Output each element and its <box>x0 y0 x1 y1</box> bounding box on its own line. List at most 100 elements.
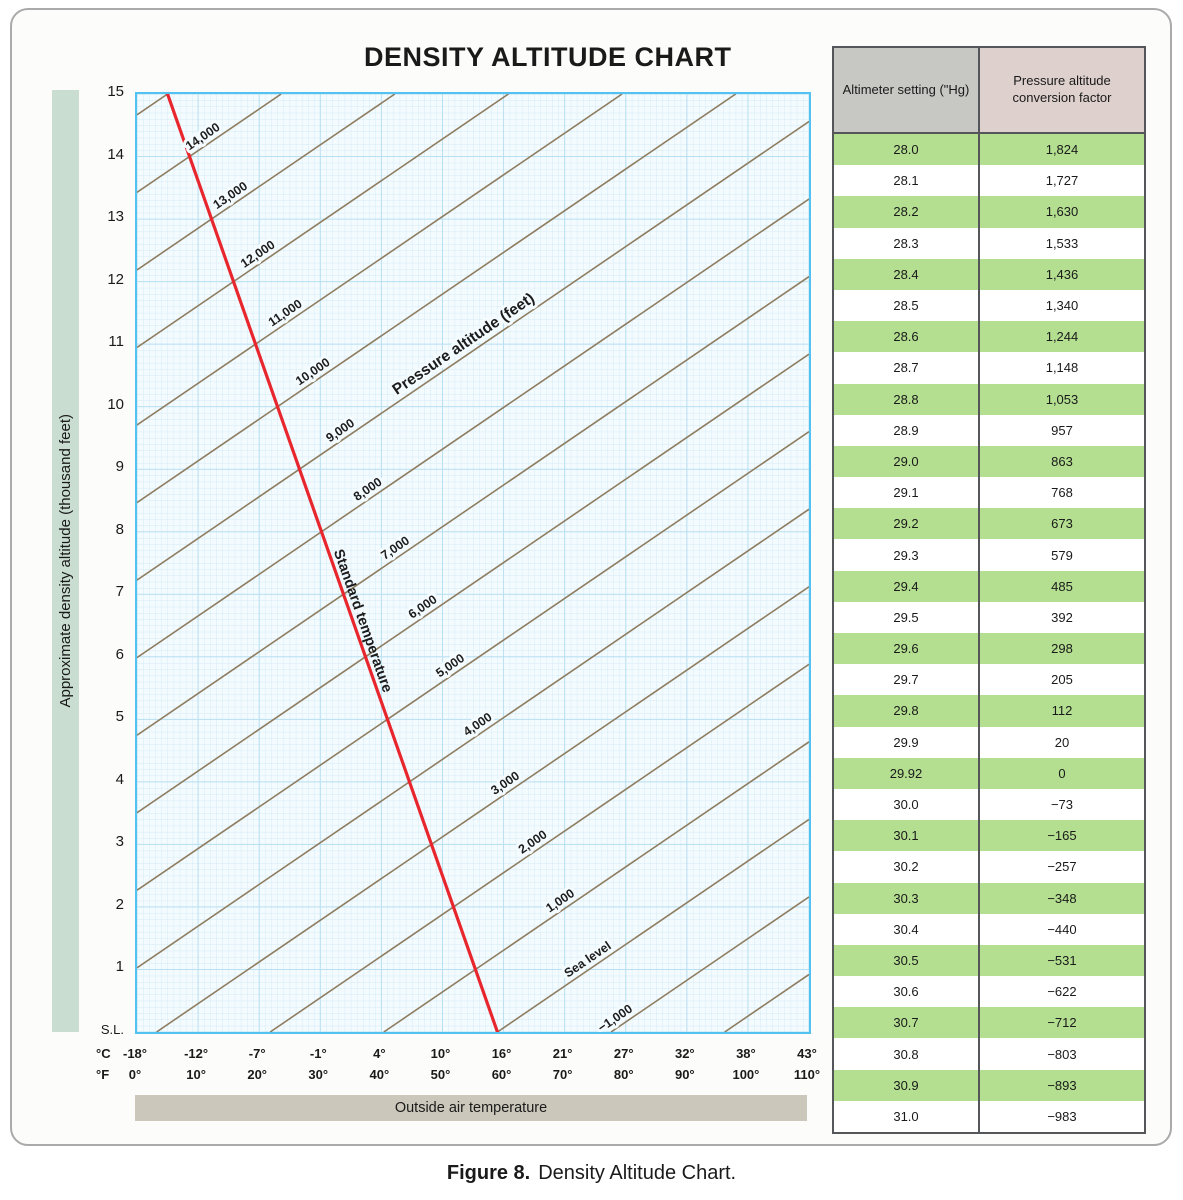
x-tick-label-fahrenheit: 110° <box>793 1067 821 1082</box>
altimeter-setting-value: 28.9 <box>834 414 980 446</box>
x-tick-label-fahrenheit: 10° <box>186 1067 206 1082</box>
altimeter-setting-value: 29.7 <box>834 664 980 696</box>
table-row: 30.5 −531 <box>834 944 1144 977</box>
x-tick-label-celsius: -7° <box>248 1046 266 1061</box>
altimeter-setting-value: 30.4 <box>834 913 980 945</box>
table-row: 28.5 1,340 <box>834 289 1144 322</box>
conversion-factor-value: 1,053 <box>1045 391 1079 407</box>
pressure-altitude-lines <box>137 94 809 1032</box>
conversion-factor-value: −712 <box>1047 1015 1077 1031</box>
x-tick-label-celsius: 27° <box>613 1046 634 1061</box>
conversion-factor-value: 579 <box>1051 547 1073 563</box>
x-tick-label-celsius: 38° <box>736 1046 756 1061</box>
y-tick-label: 3 <box>115 833 124 851</box>
table-row: 28.9 957 <box>834 414 1144 446</box>
chart-title: DENSITY ALTITUDE CHART <box>364 42 732 72</box>
table-row: 29.92 0 <box>834 757 1144 789</box>
y-axis-label-bar: Approximate density altitude (thousand f… <box>52 90 79 1032</box>
y-tick-label: 1 <box>115 958 124 976</box>
x-tick-label-fahrenheit: 30° <box>308 1067 329 1082</box>
conversion-factor-value: 205 <box>1051 672 1073 688</box>
altimeter-setting-value: 29.92 <box>834 757 980 789</box>
table-row: 30.6 −622 <box>834 976 1144 1008</box>
x-axis-label: Outside air temperature <box>394 1100 548 1116</box>
x-axis-unit-celsius: °C <box>96 1046 111 1061</box>
table-row: 29.0 863 <box>834 445 1144 478</box>
altimeter-setting-value: 28.3 <box>834 227 980 259</box>
altimeter-setting-value: 29.8 <box>834 695 980 727</box>
conversion-factor-value: −531 <box>1047 952 1077 968</box>
figure-caption-label: Figure 8. <box>446 1162 531 1184</box>
conversion-factor-value: 673 <box>1051 516 1073 532</box>
altimeter-setting-value: 30.6 <box>834 976 980 1008</box>
plot-area: 14,000 13,000 12,000 11,000 10,000 9,000 8,000… <box>135 92 811 1034</box>
x-tick-label-celsius: -18° <box>123 1046 147 1061</box>
conversion-factor-value: −257 <box>1047 859 1077 875</box>
y-tick-label: 9 <box>115 458 124 476</box>
table-row: 28.6 1,244 <box>834 321 1144 353</box>
x-tick-label-fahrenheit: 40° <box>369 1067 390 1082</box>
x-axis-label-bar: Outside air temperature <box>135 1095 807 1121</box>
table-row: 28.8 1,053 <box>834 383 1144 415</box>
altimeter-setting-value: 28.7 <box>834 352 980 384</box>
conversion-factor-value: 0 <box>1058 765 1066 781</box>
conversion-factor-value: 957 <box>1051 422 1073 438</box>
x-tick-label-fahrenheit: 60° <box>491 1067 512 1082</box>
table-row: 29.6 298 <box>834 633 1144 665</box>
altimeter-setting-value: 29.2 <box>834 508 980 540</box>
table-body: 28.0 1,824 28.1 1,727 28.2 1,630 28.3 1,533 28.4… <box>834 134 1144 1132</box>
standard-temperature-line <box>165 94 500 1032</box>
y-tick-label: 5 <box>115 708 124 726</box>
altimeter-setting-value: 31.0 <box>834 1100 980 1132</box>
conversion-factor-value: 1,340 <box>1045 298 1079 314</box>
altimeter-setting-value: 30.9 <box>834 1069 980 1101</box>
conversion-factor-value: 112 <box>1051 703 1073 719</box>
x-tick-label-celsius: -1° <box>309 1046 327 1061</box>
conversion-factor-value: −893 <box>1047 1077 1077 1093</box>
altimeter-setting-value: 30.2 <box>834 851 980 883</box>
conversion-factor-value: 298 <box>1051 641 1073 657</box>
conversion-factor-value: 392 <box>1051 609 1073 625</box>
x-tick-label-fahrenheit: 50° <box>430 1067 451 1082</box>
table-row: 29.4 485 <box>834 570 1144 602</box>
altimeter-setting-value: 29.6 <box>834 633 980 665</box>
conversion-factor-value: 1,436 <box>1045 266 1079 282</box>
x-tick-label-fahrenheit: 20° <box>247 1067 268 1082</box>
x-axis-unit-fahrenheit: °F <box>96 1067 110 1082</box>
y-tick-label: 11 <box>108 333 124 351</box>
x-tick-label-fahrenheit: 0° <box>128 1067 142 1082</box>
figure-box: DENSITY ALTITUDE CHART Approximate densi… <box>10 8 1172 1146</box>
table-row: 28.3 1,533 <box>834 227 1144 259</box>
table-header-conversion-factor: Pressure altitude conversion factor <box>980 48 1144 132</box>
table-row: 28.4 1,436 <box>834 258 1144 290</box>
conversion-factor-value: 1,630 <box>1045 204 1079 220</box>
y-tick-label: 4 <box>115 770 124 788</box>
altimeter-setting-value: 29.3 <box>834 539 980 571</box>
x-tick-label-fahrenheit: 90° <box>674 1067 695 1082</box>
table-row: 30.9 −893 <box>834 1069 1144 1101</box>
y-tick-label: 6 <box>115 645 124 663</box>
altimeter-setting-value: 29.9 <box>834 726 980 758</box>
conversion-factor-value: 1,727 <box>1045 173 1079 189</box>
altimeter-setting-value: 30.0 <box>834 788 980 821</box>
conversion-factor-value: −348 <box>1047 890 1077 906</box>
x-tick-label-celsius: 10° <box>430 1046 451 1061</box>
conversion-factor-value: −440 <box>1047 921 1077 937</box>
x-tick-label-celsius: -12° <box>184 1046 209 1061</box>
y-tick-label: 7 <box>115 583 124 601</box>
altimeter-setting-value: 30.5 <box>834 944 980 977</box>
table-row: 30.8 −803 <box>834 1038 1144 1070</box>
table-row: 28.1 1,727 <box>834 165 1144 197</box>
table-row: 30.1 −165 <box>834 820 1144 852</box>
x-tick-label-fahrenheit: 100° <box>732 1067 760 1082</box>
x-tick-label-celsius: 21° <box>552 1046 573 1061</box>
table-row: 30.7 −712 <box>834 1007 1144 1039</box>
altimeter-setting-value: 30.8 <box>834 1038 980 1070</box>
y-axis-label: Approximate density altitude (thousand f… <box>57 414 74 708</box>
table-row: 30.2 −257 <box>834 851 1144 883</box>
table-row: 29.3 579 <box>834 539 1144 571</box>
conversion-table: Altimeter setting ("Hg) Pressure altitud… <box>832 46 1146 1134</box>
altimeter-setting-value: 30.1 <box>834 820 980 852</box>
